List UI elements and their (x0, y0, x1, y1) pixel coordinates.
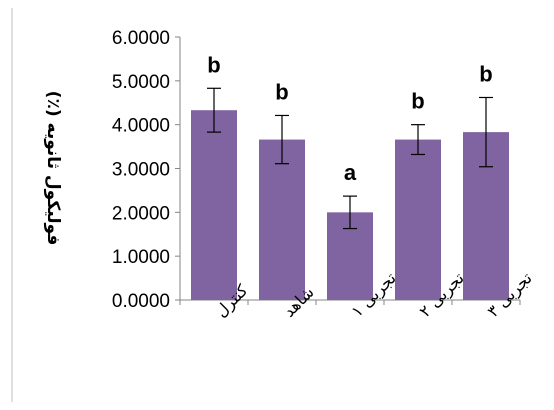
significance-label: b (411, 89, 424, 114)
significance-label: b (207, 52, 220, 77)
y-tick-label: 4.0000 (112, 116, 170, 137)
bar (259, 139, 305, 300)
y-tick-label: 3.0000 (112, 160, 170, 181)
y-tick-label: 1.0000 (112, 247, 170, 268)
bar (395, 139, 441, 300)
y-tick-label: 0.0000 (112, 291, 170, 312)
plot-area: 0.0000 1.0000 2.0000 3.0000 4.0000 5.0000 6.00… (112, 28, 536, 321)
y-tick-label: 6.0000 (112, 28, 170, 49)
significance-label: a (344, 160, 357, 185)
significance-label: b (479, 61, 492, 86)
y-tick-label: 2.0000 (112, 203, 170, 224)
y-tick-label: 5.0000 (112, 72, 170, 93)
bar (191, 110, 237, 301)
y-axis-label: فولیکول ثانویه (٪) (43, 91, 63, 246)
significance-label: b (275, 79, 288, 104)
